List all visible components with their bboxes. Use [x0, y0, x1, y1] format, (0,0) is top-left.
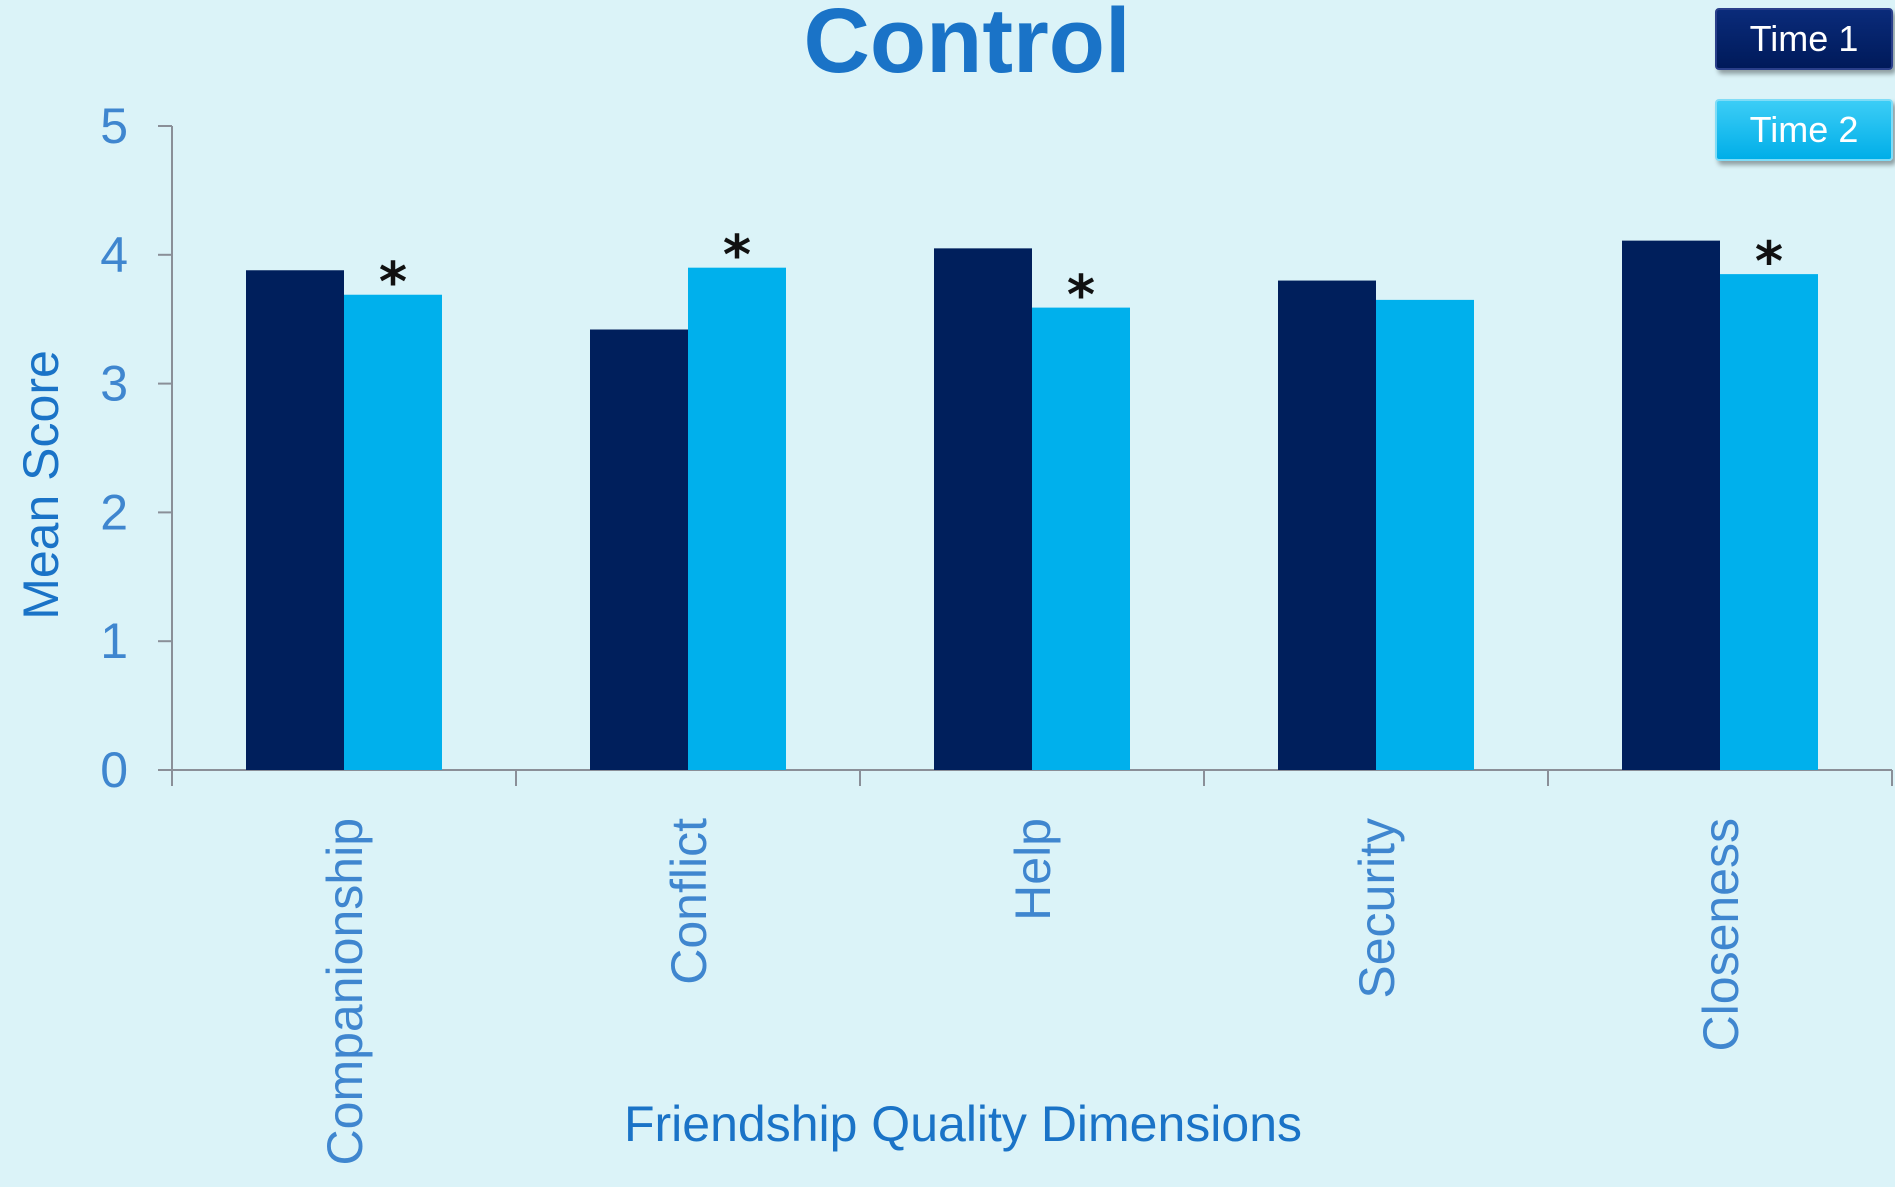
significance-asterisk: * — [379, 251, 407, 314]
y-tick-label: 5 — [100, 98, 128, 154]
bar-closeness-time-2 — [1720, 274, 1818, 770]
bar-companionship-time-2 — [344, 294, 442, 770]
x-tick-label: Help — [1005, 818, 1061, 921]
x-tick-label: Closeness — [1693, 818, 1749, 1051]
significance-annotations: * * * * — [379, 224, 1783, 327]
bar-security-time-1 — [1278, 280, 1376, 770]
y-tick-label: 2 — [100, 484, 128, 540]
x-tick-label: Conflict — [661, 818, 717, 985]
bar-security-time-2 — [1376, 299, 1474, 770]
legend-item-time-2: Time 2 — [1715, 99, 1893, 161]
y-axis-label: Mean Score — [13, 350, 69, 620]
bar-help-time-1 — [934, 248, 1032, 771]
bar-help-time-2 — [1032, 307, 1130, 770]
x-axis-label: Friendship Quality Dimensions — [624, 1096, 1302, 1152]
tick-labels: 0 1 2 3 4 5 Companionship Conflict Help Security C… — [100, 98, 1749, 1165]
y-tick-label: 4 — [100, 227, 128, 283]
significance-asterisk: * — [1067, 264, 1095, 327]
bar-companionship-time-1 — [246, 270, 344, 770]
bar-conflict-time-2 — [688, 267, 786, 770]
y-tick-label: 3 — [100, 356, 128, 412]
bars — [246, 240, 1818, 771]
bar-closeness-time-1 — [1622, 240, 1720, 770]
significance-asterisk: * — [1755, 230, 1783, 293]
chart-title: Control — [803, 0, 1130, 92]
x-tick-label: Companionship — [317, 818, 373, 1165]
x-tick-label: Security — [1349, 818, 1405, 999]
significance-asterisk: * — [723, 224, 751, 287]
bar-conflict-time-1 — [590, 329, 688, 770]
y-tick-label: 0 — [100, 742, 128, 798]
legend-item-time-1: Time 1 — [1715, 8, 1893, 70]
y-tick-label: 1 — [100, 613, 128, 669]
